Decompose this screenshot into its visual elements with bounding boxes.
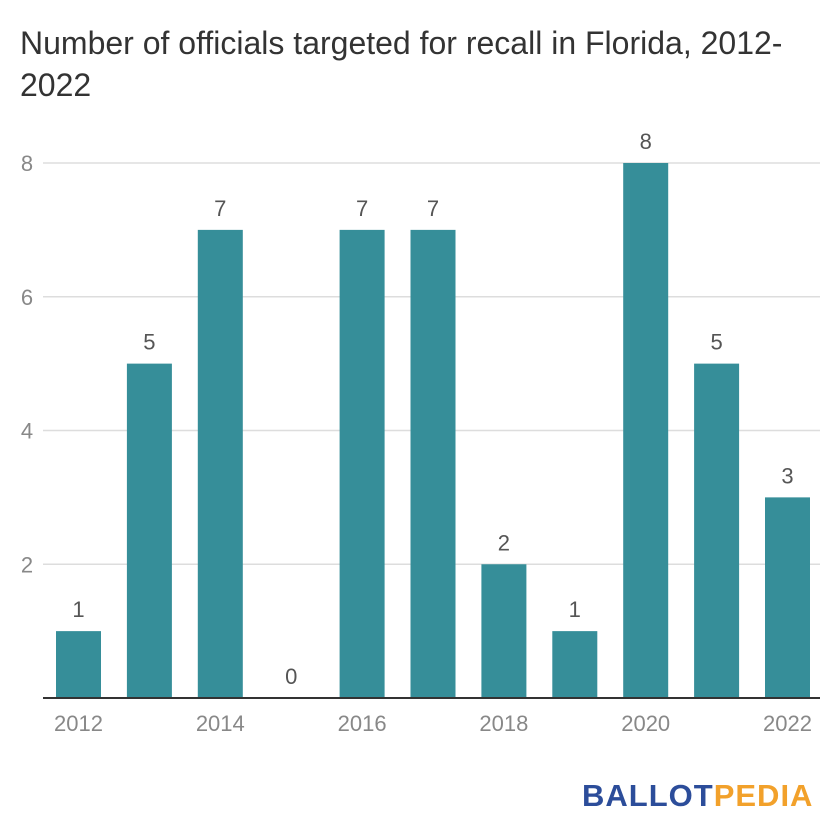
y-tick-label: 8 — [21, 151, 33, 176]
x-tick-label-2012: 2012 — [54, 711, 103, 736]
chart-title: Number of officials targeted for recall … — [20, 25, 783, 103]
data-label-2019: 1 — [569, 597, 581, 622]
data-label-2012: 1 — [72, 597, 84, 622]
data-label-2016: 7 — [356, 196, 368, 221]
x-tick-label-2020: 2020 — [621, 711, 670, 736]
data-label-2018: 2 — [498, 530, 510, 555]
ballotpedia-logo: BALLOTPEDIA — [582, 778, 813, 814]
data-label-2015: 0 — [285, 664, 297, 689]
bar-2017 — [410, 229, 456, 698]
bar-2020 — [623, 163, 669, 698]
bar-2016 — [339, 229, 385, 698]
bar-2022 — [765, 497, 810, 698]
bar-2012 — [56, 631, 101, 698]
logo-part-pedia: PEDIA — [713, 778, 814, 813]
bar-2018 — [481, 564, 527, 698]
y-tick-label: 2 — [21, 552, 33, 577]
logo-part-ballot: BALLOT — [582, 778, 714, 813]
bar-2013 — [126, 363, 172, 698]
y-axis-ticks: 2 4 6 8 — [21, 151, 33, 577]
x-axis-ticks: 2012 2014 2016 2018 2020 2022 — [54, 711, 812, 736]
bar-2021 — [694, 363, 740, 698]
x-tick-label-2022: 2022 — [763, 711, 812, 736]
data-label-2013: 5 — [143, 330, 155, 355]
x-tick-label-2018: 2018 — [479, 711, 528, 736]
bar-2014 — [197, 229, 243, 698]
x-tick-label-2014: 2014 — [196, 711, 245, 736]
data-label-2017: 7 — [427, 196, 439, 221]
y-tick-label: 4 — [21, 419, 33, 444]
data-label-2022: 3 — [781, 463, 793, 488]
data-labels: 1 5 7 0 7 7 2 1 8 5 3 — [72, 129, 793, 689]
y-tick-label: 6 — [21, 285, 33, 310]
x-tick-label-2016: 2016 — [338, 711, 387, 736]
data-label-2020: 8 — [640, 129, 652, 154]
data-label-2014: 7 — [214, 196, 226, 221]
bars — [56, 163, 810, 698]
data-label-2021: 5 — [710, 330, 722, 355]
bar-2019 — [552, 631, 598, 698]
